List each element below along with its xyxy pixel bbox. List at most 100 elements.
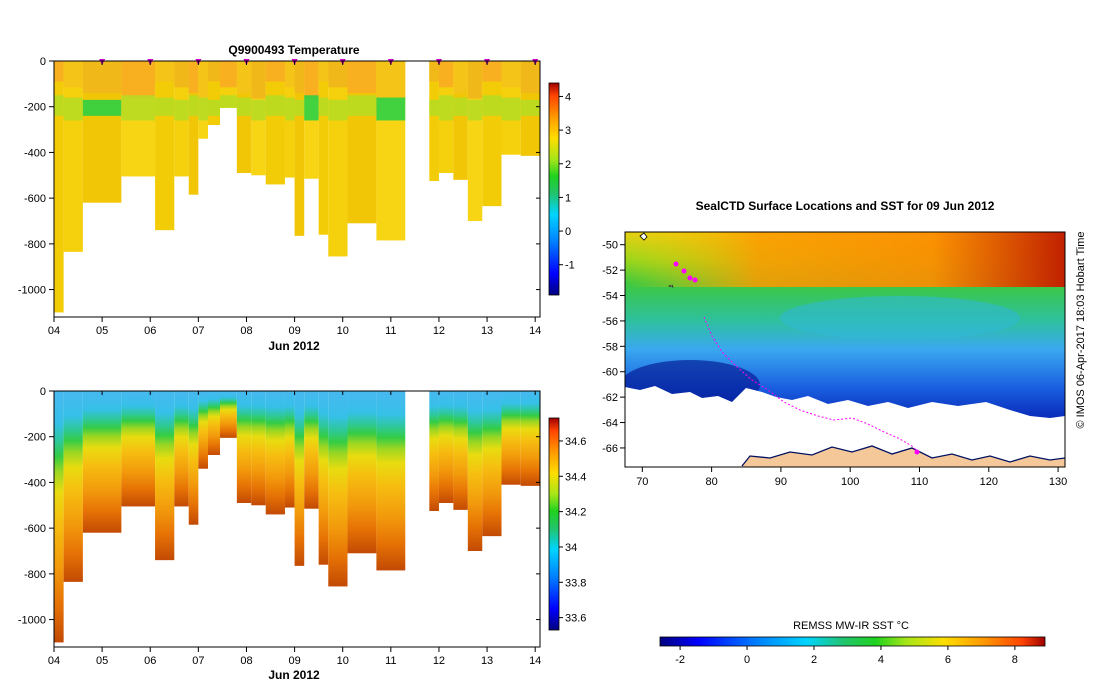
x-tick-label: 06: [144, 655, 156, 667]
temperature-surface-layer: [501, 61, 521, 88]
seal-location: [673, 261, 679, 267]
salinity-profile-column: [482, 391, 502, 537]
seal-location: [692, 277, 698, 283]
map-y-tick-label: -52: [602, 265, 618, 277]
temperature-subsurface-layer: [304, 95, 319, 121]
salinity-profile-column: [347, 391, 377, 554]
salinity-profile-column: [328, 391, 348, 587]
top-chart-title: Q9900493 Temperature: [228, 43, 360, 57]
sst-colorbar-tick-label: 0: [744, 654, 750, 666]
seal-location: [914, 449, 920, 455]
x-tick-label: 05: [96, 325, 108, 337]
x-tick-label: 12: [433, 655, 445, 667]
temperature-surface-layer: [174, 61, 189, 88]
salinity-profile-column: [265, 391, 285, 515]
salinity-profile-column: [220, 391, 237, 438]
temperature-subsurface-layer: [198, 97, 208, 121]
map-x-tick-label: 90: [775, 476, 787, 488]
colorbar-tick-label: 33.6: [565, 613, 586, 625]
salinity-profile-column: [251, 391, 266, 506]
y-tick-label: -400: [24, 147, 46, 159]
salinity-profile-column: [520, 391, 540, 486]
salinity-profile-column: [294, 391, 305, 566]
temperature-surface-layer: [63, 61, 83, 88]
salinity-profile-column: [63, 391, 83, 582]
colorbar-tick-label: 1: [565, 192, 571, 204]
temperature-surface-layer: [284, 61, 295, 88]
temperature-subsurface-layer: [82, 99, 122, 116]
temperature-surface-layer: [198, 61, 208, 99]
colorbar-tick-label: 34.2: [565, 507, 586, 519]
colorbar-tick-label: 33.8: [565, 577, 586, 589]
temperature-subsurface-layer: [467, 99, 483, 121]
colorbar-tick-label: 34.4: [565, 471, 586, 483]
colorbar-tick-label: 0: [565, 226, 571, 238]
salinity-profile-column: [174, 391, 189, 507]
salinity-profile-column: [429, 391, 439, 511]
coastline: [741, 445, 1065, 467]
salinity-profile-column: [188, 391, 199, 525]
seal-location: [681, 268, 687, 274]
temperature-plot-area: [54, 59, 540, 313]
temperature-subsurface-layer: [265, 95, 285, 116]
temperature-subsurface-layer: [63, 97, 83, 121]
colorbar-tick-label: 3: [565, 125, 571, 137]
temperature-profile-column: [265, 61, 285, 185]
temperature-colorbar-ticks: -1 0 1 2 3 4: [559, 91, 575, 272]
salinity-profile-column: [284, 391, 295, 508]
sst-warm-band: [625, 232, 1065, 287]
temperature-surface-layer: [328, 61, 348, 88]
map-y-tick-label: -50: [602, 240, 618, 252]
temperature-surface-layer: [467, 61, 483, 99]
y-tick-label: 0: [40, 56, 46, 68]
map-colorbar-label: REMSS MW-IR SST °C: [793, 620, 909, 632]
seal-track: [703, 316, 919, 453]
seal-location: [687, 275, 693, 281]
salinity-profile-column: [376, 391, 406, 571]
temperature-profile-column: [318, 61, 329, 235]
temperature-surface-layer: [294, 61, 305, 93]
map-side-label: © IMOS 06-Apr-2017 18:03 Hobart Time: [1075, 231, 1087, 428]
y-tick-label: -600: [24, 193, 46, 205]
temperature-subsurface-layer: [284, 97, 295, 121]
y-tick-label: 0: [40, 386, 46, 398]
map-axes: 70 80 90 100 110 120 130 -50 -52 -54 -56 -58 -60 -62 -…: [602, 240, 1067, 488]
temperature-subsurface-layer: [54, 95, 64, 116]
map-x-tick-label: 110: [911, 476, 929, 488]
map-x-tick-label: 130: [1049, 476, 1067, 488]
temperature-subsurface-layer: [318, 97, 329, 116]
bottom-chart-xlabel: Jun 2012: [268, 668, 320, 682]
temperature-surface-layer: [453, 61, 468, 93]
salinity-profile-column: [318, 391, 329, 565]
salinity-axes-frame: [53, 390, 541, 648]
x-tick-label: 04: [48, 655, 60, 667]
y-tick-label: -1000: [18, 285, 46, 297]
sst-colorbar: [659, 636, 1046, 647]
y-tick-label: -600: [24, 523, 46, 535]
temperature-surface-layer: [376, 61, 406, 99]
temperature-surface-layer: [265, 61, 285, 82]
temperature-subsurface-layer: [347, 95, 377, 116]
map-y-tick-label: -64: [602, 418, 618, 430]
salinity-profile-column: [82, 391, 122, 533]
temperature-surface-layer: [220, 61, 237, 88]
salinity-profile-column: [121, 391, 156, 507]
temperature-surface-layer: [155, 61, 175, 82]
temperature-surface-layer: [207, 61, 221, 82]
y-tick-label: -1000: [18, 615, 46, 627]
temperature-surface-layer: [54, 61, 64, 82]
temperature-surface-layer: [520, 61, 540, 93]
temperature-profile-column: [155, 61, 175, 231]
y-tick-label: -400: [24, 477, 46, 489]
x-tick-label: 14: [529, 325, 541, 337]
temperature-profile-column: [188, 61, 199, 195]
temperature-subsurface-layer: [429, 99, 439, 116]
sst-colorbar-ticks: -2 0 2 4 6 8: [675, 646, 1018, 666]
salinity-profile-column: [453, 391, 468, 510]
y-tick-label: -800: [24, 239, 46, 251]
temperature-axes: 04 05 06 07 08 09 10 11 12 13 14 0 -200 -400 -600 -800 -…: [18, 56, 541, 337]
temperature-surface-layer: [438, 61, 454, 88]
colorbar-tick-label: 34: [565, 542, 577, 554]
salinity-colorbar: [548, 417, 560, 631]
